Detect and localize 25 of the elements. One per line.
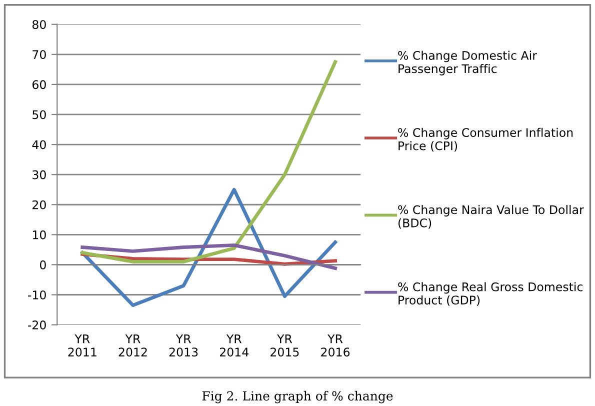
legend-label: % Change Consumer Inflation Price (CPI) (398, 128, 573, 152)
y-tick-label: 80 (32, 20, 46, 30)
y-tick-label: 50 (32, 110, 46, 120)
x-tick-label: YR 2014 (220, 334, 248, 357)
line-series (80, 243, 338, 270)
y-tick-label: 70 (32, 50, 46, 60)
legend-label: % Change Domestic Air Passenger Traffic (398, 50, 537, 76)
x-tick-label: YR 2016 (321, 334, 350, 357)
y-tick-label: 10 (32, 230, 46, 240)
caption: Fig 2. Line graph of % change (202, 390, 393, 404)
y-tick-label: -20 (28, 320, 46, 330)
y-tick-label: 0 (40, 260, 46, 270)
y-tick-label: 60 (32, 80, 46, 90)
x-tick-label: YR 2013 (169, 334, 198, 357)
line-series (80, 188, 338, 308)
y-tick-label: 20 (32, 200, 46, 210)
x-tick-label: YR 2015 (270, 334, 299, 357)
x-tick-label: YR 2011 (68, 334, 96, 357)
y-tick-label: -10 (28, 290, 46, 300)
legend-label: % Change Naira Value To Dollar (BDC) (398, 205, 584, 229)
y-tick-label: 40 (32, 140, 46, 150)
y-tick-label: 30 (32, 170, 46, 180)
legend-label: % Change Real Gross Domestic Product (GDP) (398, 282, 582, 306)
x-tick-label: YR 2012 (118, 334, 147, 357)
line-series (80, 60, 338, 264)
